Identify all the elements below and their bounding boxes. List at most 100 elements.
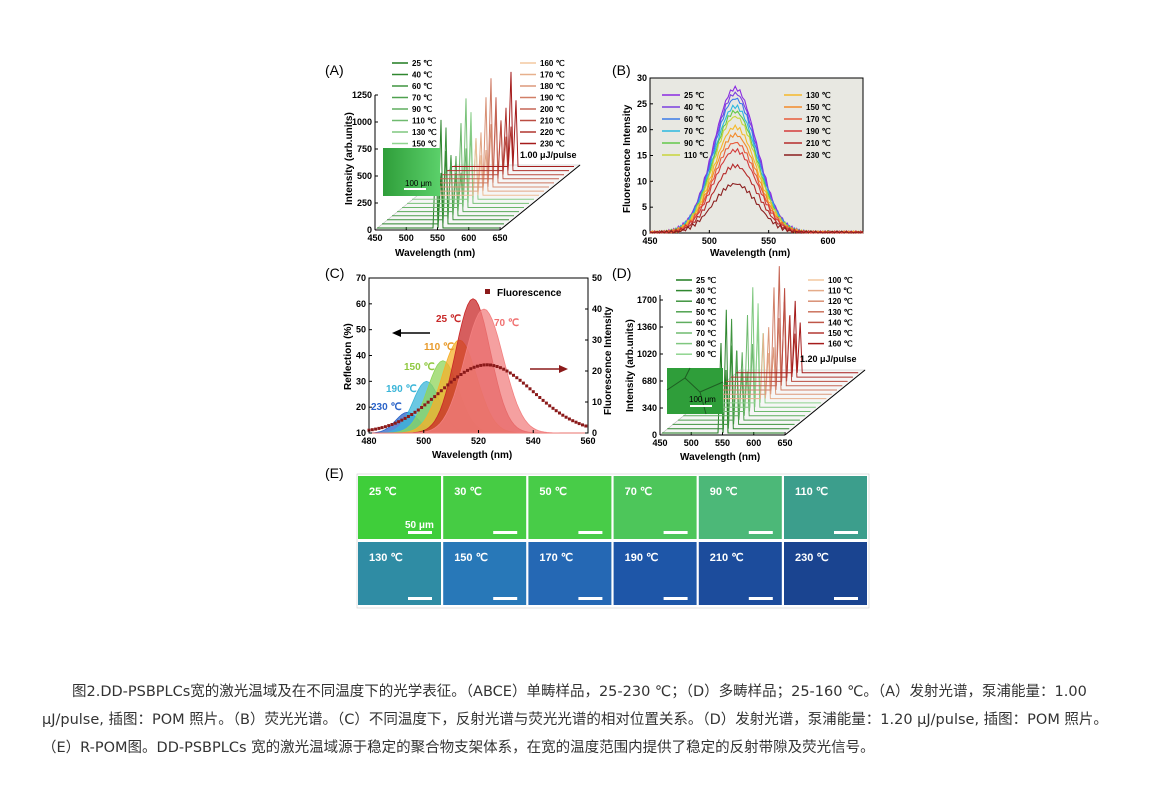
- panel-c-fluor-marker: [564, 415, 568, 419]
- panel-c-fluor-marker: [551, 406, 555, 410]
- panel-a-legend-left: 25 ℃ 40 ℃ 60 ℃ 70 ℃ 90 ℃ 110 ℃ 130 ℃ 150 ℃: [392, 59, 437, 149]
- figure-caption: 图2.DD-PSBPLCs宽的激光温域及在不同温度下的光学表征。（ABCE）单畴…: [42, 684, 1108, 756]
- panel-b-curves: [649, 85, 864, 235]
- panel-d-spectrum-12: [725, 288, 848, 382]
- panel-c-band-5: [369, 308, 588, 434]
- panel-e-tile-10: [698, 542, 782, 605]
- panel-b-ytick-label: 5: [642, 202, 647, 212]
- panel-a-legend-right: 160 ℃ 170 ℃ 180 ℃ 190 ℃ 200 ℃ 210 ℃ 220 ℃ 230 ℃: [520, 59, 565, 149]
- panel-e-tile-5: [784, 476, 867, 539]
- panel-b-curve-11: [649, 182, 864, 234]
- panel-c-ytick-left-label: 10: [356, 428, 366, 438]
- panel-c-temp-label: 190 ℃: [386, 384, 417, 395]
- panel-e-tile-scalebar: [748, 531, 773, 534]
- panel-b-ytick-label: 25: [637, 99, 647, 109]
- panel-c-fluor-marker: [377, 426, 381, 430]
- panel-c-fluor-marker: [512, 373, 515, 377]
- panel-c-yticks-left: 10 20 30 40 50 60 70: [356, 273, 372, 438]
- panel-c-fluor-marker: [554, 409, 558, 413]
- panel-d-spectrum-13: [730, 314, 853, 378]
- panel-e-tile-label: 90 ℃: [710, 486, 738, 498]
- panel-c-fluor-marker: [449, 380, 453, 384]
- panel-e-tile-label: 70 ℃: [625, 486, 653, 498]
- panel-c-yticks-right: 0 10 20 30 40 50: [585, 273, 602, 438]
- panel-a-label: (A): [325, 62, 344, 78]
- panel-c-legend: Fluorescence: [497, 288, 562, 299]
- panel-b-ylabel: Fluorescence Intensity: [622, 104, 633, 213]
- panel-a: (A) 0 250 500 750 1000 1250 450 500 550 600 650 I…: [325, 59, 581, 259]
- panel-a-spectrum-5: [402, 123, 524, 208]
- panel-e-tile-scalebar: [578, 531, 603, 534]
- panel-d-spectrum-11: [720, 266, 843, 387]
- panel-a-legend-right-label: 230 ℃: [540, 140, 565, 149]
- panel-d-label: (D): [612, 265, 631, 281]
- panel-a-spectrum-2: [387, 127, 509, 221]
- panel-a-spectrum-0: [377, 149, 499, 229]
- panel-b-curve-6: [649, 124, 864, 234]
- panel-c-fluor-marker: [541, 398, 545, 402]
- panel-c-fluor-marker: [528, 387, 532, 391]
- panel-c-fluor-marker: [387, 424, 391, 428]
- panel-b-legend-left-label: 110 ℃: [684, 151, 708, 160]
- panel-b-legend-right-label: 230 ℃: [806, 151, 831, 160]
- panel-c-fluor-marker: [403, 416, 407, 420]
- panel-b-ytick-label: 0: [642, 228, 647, 238]
- panel-d-spectrum-7: [699, 303, 822, 404]
- panel-a-spectrum-15: [452, 71, 574, 167]
- panel-c-temp-label: 110 ℃: [424, 342, 454, 353]
- panel-c-temp-label: 70 ℃: [494, 318, 519, 329]
- panel-a-spectrum-9: [422, 132, 544, 192]
- panel-c-fluor-marker: [508, 371, 512, 375]
- panel-c-ytick-left-label: 20: [356, 402, 366, 412]
- panel-d-xtick-label: 450: [652, 438, 667, 448]
- panel-a-xtick-label: 500: [399, 233, 414, 243]
- panel-c-ytick-left-label: 50: [356, 325, 366, 335]
- panel-e-tile-0: [358, 476, 441, 539]
- panel-c-fluor-marker: [535, 393, 538, 397]
- panel-b-legend-left-label: 70 ℃: [684, 127, 704, 136]
- panel-c-xtick-label: 480: [361, 436, 376, 446]
- panel-c-fluor-marker: [548, 404, 552, 408]
- panel-c-temp-label: 230 ℃: [371, 402, 402, 413]
- panel-b-legend-left: 25 ℃ 40 ℃ 60 ℃ 70 ℃ 90 ℃ 110 ℃: [662, 91, 708, 160]
- panel-c-fluor-marker: [498, 366, 502, 370]
- panel-c-fluor-marker: [502, 367, 506, 371]
- panel-d-legend-left-label: 90 ℃: [696, 350, 716, 359]
- panel-d-legend-left-label: 40 ℃: [696, 297, 716, 306]
- panel-c-xlabel: Wavelength (nm): [432, 450, 512, 461]
- panel-d-ytick-label: 1020: [637, 349, 657, 359]
- panel-e-tile-2: [528, 476, 612, 539]
- panel-c-fluor-marker: [531, 390, 535, 394]
- panel-e-tile-label: 30 ℃: [454, 486, 482, 498]
- panel-a-spectrum-13: [442, 120, 564, 176]
- panel-c-ytick-right-label: 50: [592, 273, 602, 283]
- panel-a-ytick-label: 250: [357, 198, 372, 208]
- panel-c-fluor-marker: [544, 401, 548, 405]
- panel-e-label: (E): [325, 465, 344, 481]
- panel-d-legend-left-label: 60 ℃: [696, 318, 716, 327]
- panel-e-tile-scalebar: [663, 531, 688, 534]
- panel-a-legend-left-label: 25 ℃: [412, 59, 432, 68]
- panel-e-tile-8: [528, 542, 612, 605]
- panel-a-ytick-label: 500: [357, 171, 372, 181]
- panel-a-spectrum-3: [392, 154, 514, 217]
- panel-a-yticks: 0 250 500 750 1000 1250: [352, 90, 378, 235]
- panel-e: (E) 25 ℃ 30 ℃ 50 ℃ 70 ℃ 90 ℃ 110 ℃ 130 ℃ 150 ℃ 1…: [325, 465, 870, 609]
- panel-e-tile-scalebar: [834, 597, 858, 600]
- panel-d-ytick-label: 680: [642, 376, 657, 386]
- panel-e-tile-label: 170 ℃: [539, 552, 573, 564]
- panel-e-tile-label: 150 ℃: [454, 552, 488, 564]
- panel-a-legend-right-label: 210 ℃: [540, 117, 565, 126]
- panel-b-ytick-label: 20: [637, 125, 647, 135]
- panel-a-xlabel: Wavelength (nm): [395, 248, 475, 259]
- panel-c-fluorescence-markers: [367, 363, 588, 432]
- panel-d-energy: 1.20 μJ/pulse: [800, 354, 857, 364]
- panel-d-ylabel: Intensity (arb.units): [625, 319, 636, 412]
- panel-d-spectrum-2: [672, 318, 795, 425]
- panel-e-tile-4: [698, 476, 782, 539]
- panel-c-label: (C): [325, 265, 344, 281]
- panel-c-xtick-label: 500: [416, 436, 431, 446]
- panel-a-xtick-label: 550: [430, 233, 445, 243]
- panel-e-tile-9: [613, 542, 697, 605]
